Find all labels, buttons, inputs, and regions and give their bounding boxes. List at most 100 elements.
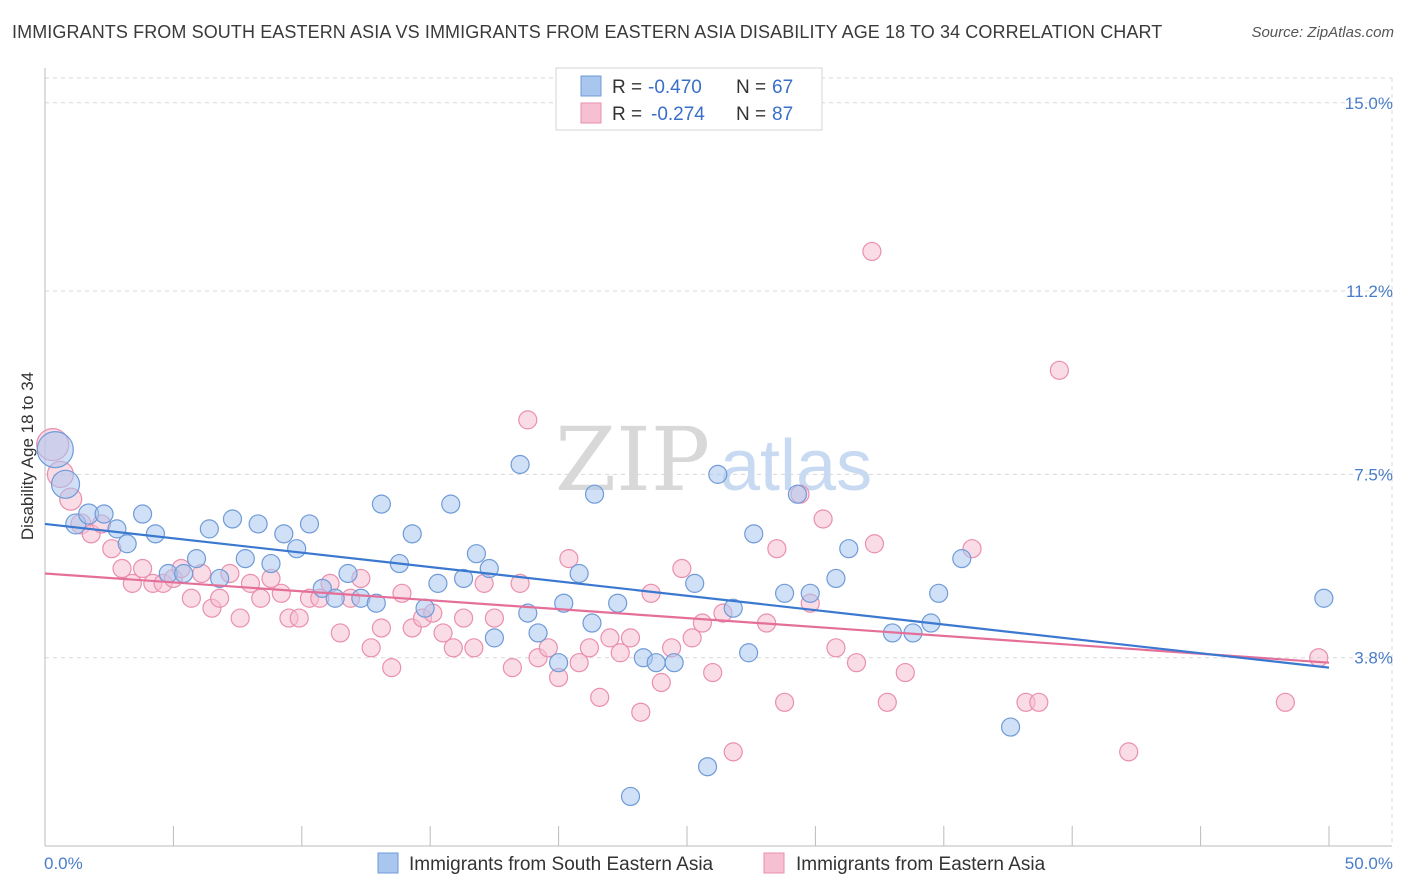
legend-n-label-2: N = <box>736 104 766 125</box>
point-south-eastern-asia <box>484 628 504 648</box>
trend-line-south-eastern-asia <box>44 522 1330 669</box>
legend-r-label-2: R = <box>612 104 642 125</box>
point-eastern-asia <box>132 558 153 579</box>
bottom-legend-label-blue: Immigrants from South Eastern Asia <box>409 854 714 875</box>
gridlines <box>45 77 1393 846</box>
chart-source: Source: ZipAtlas.com <box>1251 24 1394 41</box>
y-tick-label: 7.5% <box>1354 465 1393 484</box>
point-eastern-asia <box>600 628 620 648</box>
point-eastern-asia <box>371 618 392 638</box>
point-south-eastern-asia <box>826 568 846 589</box>
point-eastern-asia <box>230 608 250 628</box>
y-tick-label: 3.8% <box>1354 649 1393 668</box>
point-eastern-asia <box>579 638 600 658</box>
point-eastern-asia <box>1119 742 1139 762</box>
point-south-eastern-asia <box>199 519 219 539</box>
point-eastern-asia <box>569 653 589 673</box>
point-eastern-asia <box>1275 692 1295 712</box>
point-eastern-asia <box>682 628 702 648</box>
point-eastern-asia <box>895 662 915 683</box>
point-south-eastern-asia <box>620 786 641 807</box>
point-south-eastern-asia <box>402 524 422 544</box>
point-south-eastern-asia <box>145 524 166 544</box>
point-eastern-asia <box>672 558 692 579</box>
point-south-eastern-asia <box>287 539 307 559</box>
point-south-eastern-asia <box>664 653 684 673</box>
legend-r-label-1: R = <box>612 77 642 98</box>
point-south-eastern-asia <box>787 484 808 504</box>
point-south-eastern-asia <box>94 504 114 524</box>
point-eastern-asia <box>723 742 743 762</box>
point-south-eastern-asia <box>50 469 81 499</box>
bottom-legend: Immigrants from South Eastern Asia Immig… <box>377 852 1046 875</box>
point-eastern-asia <box>813 509 833 529</box>
point-south-eastern-asia <box>132 504 153 524</box>
point-south-eastern-asia <box>174 563 194 584</box>
point-south-eastern-asia <box>554 593 574 613</box>
y-tick-label: 15.0% <box>1345 94 1393 113</box>
point-eastern-asia <box>651 672 671 693</box>
legend-n-label-1: N = <box>736 77 766 98</box>
point-eastern-asia <box>181 588 201 608</box>
point-eastern-asia <box>518 410 538 430</box>
point-south-eastern-asia <box>569 563 589 584</box>
point-south-eastern-asia <box>528 623 548 643</box>
x-tick-label-start: 0.0% <box>44 854 83 873</box>
legend-box: R = -0.470 N = 67 R = -0.274 N = 87 <box>555 67 823 131</box>
point-eastern-asia <box>1049 360 1069 380</box>
point-south-eastern-asia <box>36 431 74 469</box>
point-south-eastern-asia <box>646 653 666 673</box>
point-south-eastern-asia <box>548 653 569 673</box>
point-south-eastern-asia <box>366 593 386 613</box>
point-south-eastern-asia <box>1314 588 1334 608</box>
watermark: ZIP atlas <box>555 408 872 511</box>
point-eastern-asia <box>443 638 463 658</box>
watermark-zip: ZIP <box>555 408 710 511</box>
point-eastern-asia <box>251 588 271 608</box>
point-eastern-asia <box>864 534 885 554</box>
y-tick-label: 11.2% <box>1346 282 1393 301</box>
point-eastern-asia <box>559 549 579 569</box>
point-eastern-asia <box>453 608 474 628</box>
point-south-eastern-asia <box>774 583 795 603</box>
point-eastern-asia <box>271 583 291 603</box>
chart-title: IMMIGRANTS FROM SOUTH EASTERN ASIA VS IM… <box>12 22 1163 42</box>
point-eastern-asia <box>846 653 867 673</box>
point-eastern-asia <box>877 692 897 712</box>
x-tick-label-end: 50.0% <box>1345 854 1393 873</box>
point-eastern-asia <box>112 558 132 579</box>
point-south-eastern-asia <box>325 588 345 608</box>
point-south-eastern-asia <box>739 643 759 663</box>
point-eastern-asia <box>464 638 484 658</box>
point-south-eastern-asia <box>1000 717 1021 737</box>
point-eastern-asia <box>703 662 723 683</box>
point-south-eastern-asia <box>518 603 538 623</box>
point-south-eastern-asia <box>584 484 605 504</box>
point-south-eastern-asia <box>274 524 294 544</box>
point-south-eastern-asia <box>235 549 255 569</box>
trend-lines <box>44 522 1330 669</box>
point-south-eastern-asia <box>608 593 628 613</box>
point-south-eastern-asia <box>510 454 530 475</box>
point-eastern-asia <box>502 658 522 678</box>
point-eastern-asia <box>692 613 713 633</box>
point-south-eastern-asia <box>685 573 705 593</box>
point-south-eastern-asia <box>723 598 743 618</box>
point-south-eastern-asia <box>222 509 243 529</box>
point-south-eastern-asia <box>186 549 207 569</box>
legend-swatch-pink <box>580 102 602 124</box>
point-south-eastern-asia <box>338 563 358 584</box>
point-eastern-asia <box>433 623 453 643</box>
point-eastern-asia <box>862 241 882 262</box>
y-tick-labels: 3.8% 7.5% 11.2% 15.0% <box>1345 94 1393 668</box>
legend-r-value-1: -0.470 <box>648 77 702 98</box>
point-south-eastern-asia <box>117 534 137 554</box>
point-eastern-asia <box>826 638 846 658</box>
point-eastern-asia <box>289 608 309 628</box>
point-south-eastern-asia <box>582 613 602 633</box>
bottom-legend-swatch-pink <box>763 852 785 874</box>
point-south-eastern-asia <box>744 524 764 544</box>
point-south-eastern-asia <box>697 757 718 777</box>
point-south-eastern-asia <box>466 544 487 564</box>
point-south-eastern-asia <box>428 573 448 593</box>
